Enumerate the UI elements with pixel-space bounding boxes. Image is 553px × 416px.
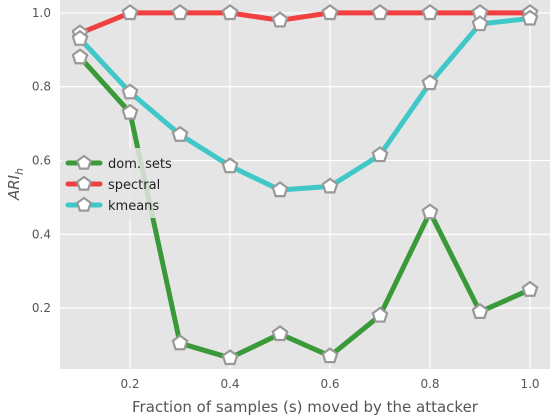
x-tick-label: 0.8 (420, 377, 439, 391)
legend: dom. sets spectral kmeans (62, 148, 172, 218)
x-ticks: 0.2 0.4 0.6 0.8 1.0 (120, 377, 539, 391)
x-axis-label: Fraction of samples (s) moved by the att… (132, 398, 479, 416)
data-point-kmeans (221, 157, 239, 174)
data-point-spectral (221, 4, 239, 21)
legend-marker-spectral (76, 175, 92, 191)
y-tick-label: 0.2 (32, 301, 51, 315)
y-tick-label: 0.4 (32, 227, 51, 241)
data-point-kmeans (521, 9, 539, 26)
x-tick-label: 1.0 (520, 377, 539, 391)
data-point-spectral (271, 11, 289, 28)
series-line-dom-sets (77, 54, 533, 361)
legend-marker-dom-sets (76, 154, 92, 170)
data-point-kmeans (271, 181, 289, 198)
data-point-kmeans (371, 146, 389, 163)
y-tick-label: 1.0 (32, 6, 51, 20)
data-point-dom-sets (471, 302, 489, 319)
legend-label-dom-sets: dom. sets (108, 157, 172, 172)
data-point-kmeans (71, 29, 89, 46)
data-point-spectral (171, 4, 189, 21)
y-axis-label-main: ARI (5, 174, 23, 201)
data-point-dom-sets (221, 349, 239, 366)
y-axis-label: ARIh (5, 168, 26, 201)
y-axis-label-subscript: h (13, 168, 26, 175)
data-point-spectral (421, 4, 439, 21)
series-kmeans (71, 9, 539, 198)
data-point-spectral (371, 4, 389, 21)
data-point-dom-sets (121, 103, 139, 120)
data-point-dom-sets (171, 334, 189, 351)
data-point-dom-sets (271, 325, 289, 342)
x-tick-label: 0.6 (320, 377, 339, 391)
data-point-kmeans (471, 15, 489, 32)
data-point-dom-sets (521, 280, 539, 297)
series-line-kmeans (77, 15, 533, 193)
data-point-dom-sets (321, 347, 339, 364)
y-tick-label: 0.8 (32, 80, 51, 94)
series-dom-sets (71, 48, 539, 366)
series-line-spectral (77, 10, 533, 36)
x-tick-label: 0.2 (120, 377, 139, 391)
y-tick-label: 0.6 (32, 154, 51, 168)
data-point-dom-sets (71, 48, 89, 65)
series-spectral (71, 4, 539, 41)
legend-marker-kmeans (76, 196, 92, 212)
data-point-dom-sets (371, 306, 389, 323)
legend-label-spectral: spectral (108, 178, 160, 193)
data-point-kmeans (321, 177, 339, 194)
legend-items: dom. sets spectral kmeans (65, 154, 172, 214)
data-point-kmeans (121, 83, 139, 100)
data-point-kmeans (421, 74, 439, 91)
y-ticks: 0.2 0.4 0.6 0.8 1.0 (32, 6, 51, 315)
data-point-spectral (121, 4, 139, 21)
legend-label-kmeans: kmeans (108, 199, 159, 214)
data-point-kmeans (171, 125, 189, 142)
x-tick-label: 0.4 (220, 377, 239, 391)
series-layer (71, 4, 539, 366)
data-point-spectral (321, 4, 339, 21)
data-point-dom-sets (421, 203, 439, 220)
